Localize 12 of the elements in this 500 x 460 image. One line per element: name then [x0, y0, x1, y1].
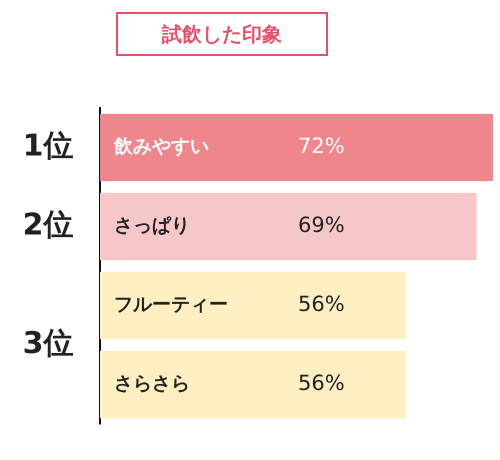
y-tick-label: さらさら — [114, 372, 190, 394]
chart-title: 試飲した印象 — [116, 12, 328, 56]
y-tick-label: さっぱり — [114, 214, 190, 236]
data-label: 56% — [298, 370, 345, 395]
text: 1位 — [22, 128, 74, 164]
y-tick-label: 飲みやすい — [113, 135, 209, 158]
y-tick-label: フルーティー — [114, 293, 228, 316]
data-label: 72% — [298, 134, 345, 158]
data-label: 56% — [298, 292, 345, 316]
text: 3位 — [22, 326, 74, 361]
data-label: 69% — [298, 212, 345, 237]
text: 2位 — [22, 207, 74, 242]
